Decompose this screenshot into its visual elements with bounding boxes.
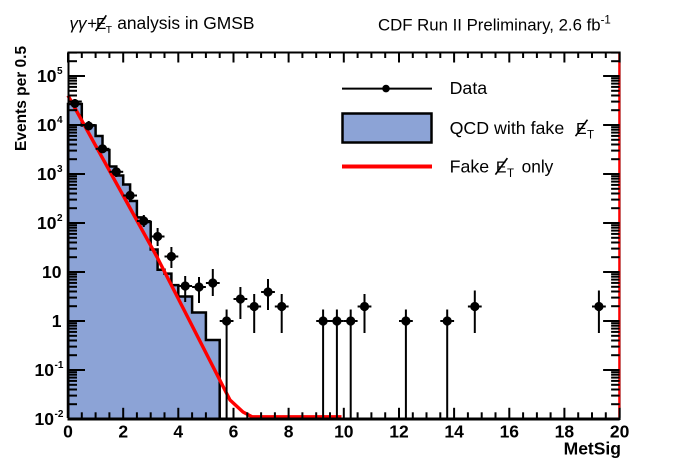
svg-text:Data: Data: [450, 78, 488, 98]
svg-text:CDF Run II Preliminary, 2.6 fb: CDF Run II Preliminary, 2.6 fb-1: [378, 15, 611, 35]
svg-text:only: only: [522, 156, 554, 176]
svg-text:3: 3: [57, 164, 63, 175]
svg-text:10: 10: [37, 213, 57, 233]
svg-text:+: +: [87, 14, 97, 33]
svg-text:16: 16: [500, 421, 520, 441]
svg-text:1: 1: [52, 311, 62, 331]
svg-text:T: T: [106, 25, 112, 36]
svg-text:Fake: Fake: [450, 156, 490, 176]
svg-text:20: 20: [610, 421, 630, 441]
svg-text:2: 2: [118, 421, 128, 441]
svg-text:E: E: [96, 16, 106, 33]
svg-text:10: 10: [42, 262, 62, 282]
svg-text:γγ: γγ: [70, 14, 89, 33]
svg-text:-1: -1: [55, 360, 64, 371]
svg-text:10: 10: [334, 421, 354, 441]
svg-text:analysis in GMSB: analysis in GMSB: [117, 13, 254, 33]
svg-text:18: 18: [555, 421, 575, 441]
svg-text:10: 10: [37, 115, 57, 135]
svg-text:2: 2: [57, 213, 63, 224]
svg-text:10: 10: [37, 164, 57, 184]
svg-text:4: 4: [173, 421, 183, 441]
svg-text:14: 14: [444, 421, 464, 441]
svg-text:4: 4: [57, 115, 63, 126]
svg-text:6: 6: [229, 421, 239, 441]
svg-text:Events per 0.5: Events per 0.5: [13, 46, 30, 151]
svg-text:T: T: [587, 130, 594, 142]
svg-text:12: 12: [389, 421, 409, 441]
svg-text:10: 10: [37, 66, 57, 86]
svg-text:0: 0: [63, 421, 73, 441]
svg-text:-2: -2: [55, 409, 64, 420]
svg-text:8: 8: [284, 421, 294, 441]
svg-text:T: T: [507, 168, 514, 180]
svg-text:5: 5: [57, 66, 63, 77]
svg-text:QCD with fake: QCD with fake: [450, 118, 565, 138]
svg-text:10: 10: [35, 409, 55, 429]
svg-text:MetSig: MetSig: [564, 439, 621, 459]
svg-text:10: 10: [35, 360, 55, 380]
